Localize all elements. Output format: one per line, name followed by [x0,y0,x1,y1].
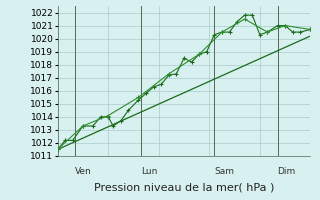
Text: Ven: Ven [75,167,92,176]
Text: Lun: Lun [141,167,157,176]
Text: Dim: Dim [277,167,296,176]
Text: Sam: Sam [214,167,234,176]
Text: Pression niveau de la mer( hPa ): Pression niveau de la mer( hPa ) [94,183,274,193]
